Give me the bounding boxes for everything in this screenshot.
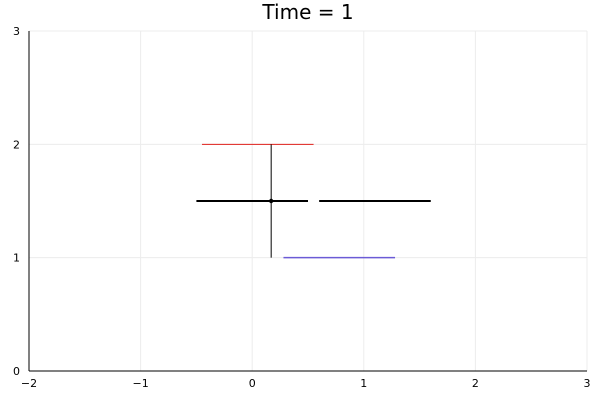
x-tick-label: 3: [584, 377, 591, 390]
data-point-1: [268, 198, 274, 204]
x-tick-label: −1: [132, 377, 148, 390]
axes: [28, 31, 587, 372]
y-tick-label: 0: [13, 365, 20, 378]
x-tick-label: 1: [360, 377, 367, 390]
y-tick-label: 2: [13, 138, 20, 151]
y-tick-label: 1: [13, 252, 20, 265]
data-marks: [196, 143, 431, 259]
x-tick-label: −2: [21, 377, 37, 390]
chart-title: Time = 1: [261, 0, 353, 24]
x-tick-label: 2: [472, 377, 479, 390]
x-tick-label: 0: [249, 377, 256, 390]
tick-labels: −2 −1 0 1 2 3 0 1 2 3: [13, 25, 591, 390]
y-tick-label: 3: [13, 25, 20, 38]
